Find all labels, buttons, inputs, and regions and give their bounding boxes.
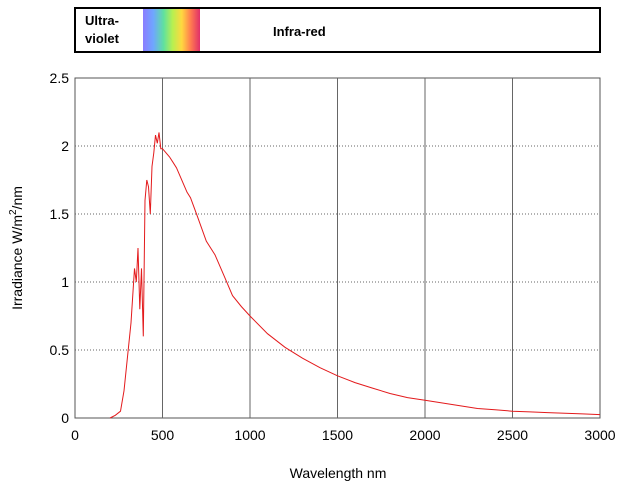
x-tick-label: 1000 xyxy=(234,427,265,443)
y-axis-label: Irradiance W/m2/nm xyxy=(8,186,25,310)
y-axis-label-superscript: 2 xyxy=(8,209,19,215)
y-axis-label-prefix: Irradiance W/m xyxy=(9,215,25,310)
uv-label-line1: Ultra- xyxy=(85,13,119,28)
y-tick-label: 1 xyxy=(61,274,69,290)
visible-spectrum-strip xyxy=(143,9,200,51)
y-tick-label: 2 xyxy=(61,138,69,154)
uv-label-line2: violet xyxy=(85,31,120,46)
y-tick-label: 0.5 xyxy=(50,342,70,358)
x-axis-label: Wavelength nm xyxy=(290,465,387,481)
y-axis-ticks: 0 0.5 1 1.5 2 2.5 xyxy=(50,70,70,426)
y-tick-label: 0 xyxy=(61,410,69,426)
y-axis-label-suffix: /nm xyxy=(9,186,25,209)
irradiance-series-line xyxy=(109,132,601,419)
x-tick-label: 1500 xyxy=(322,427,353,443)
grid-lines xyxy=(75,78,600,418)
x-tick-label: 0 xyxy=(71,427,79,443)
y-tick-label: 1.5 xyxy=(50,206,70,222)
x-tick-label: 2500 xyxy=(497,427,528,443)
plot-area: 0 500 1000 1500 2000 2500 3000 0 0.5 1 1.5 2 2.5 xyxy=(50,70,616,443)
spectrum-band: Ultra- violet Infra-red xyxy=(74,7,601,53)
x-tick-label: 2000 xyxy=(409,427,440,443)
x-tick-label: 500 xyxy=(151,427,175,443)
x-tick-label: 3000 xyxy=(584,427,615,443)
y-tick-label: 2.5 xyxy=(50,70,70,86)
x-axis-ticks: 0 500 1000 1500 2000 2500 3000 xyxy=(71,427,616,443)
ir-label: Infra-red xyxy=(273,24,326,39)
